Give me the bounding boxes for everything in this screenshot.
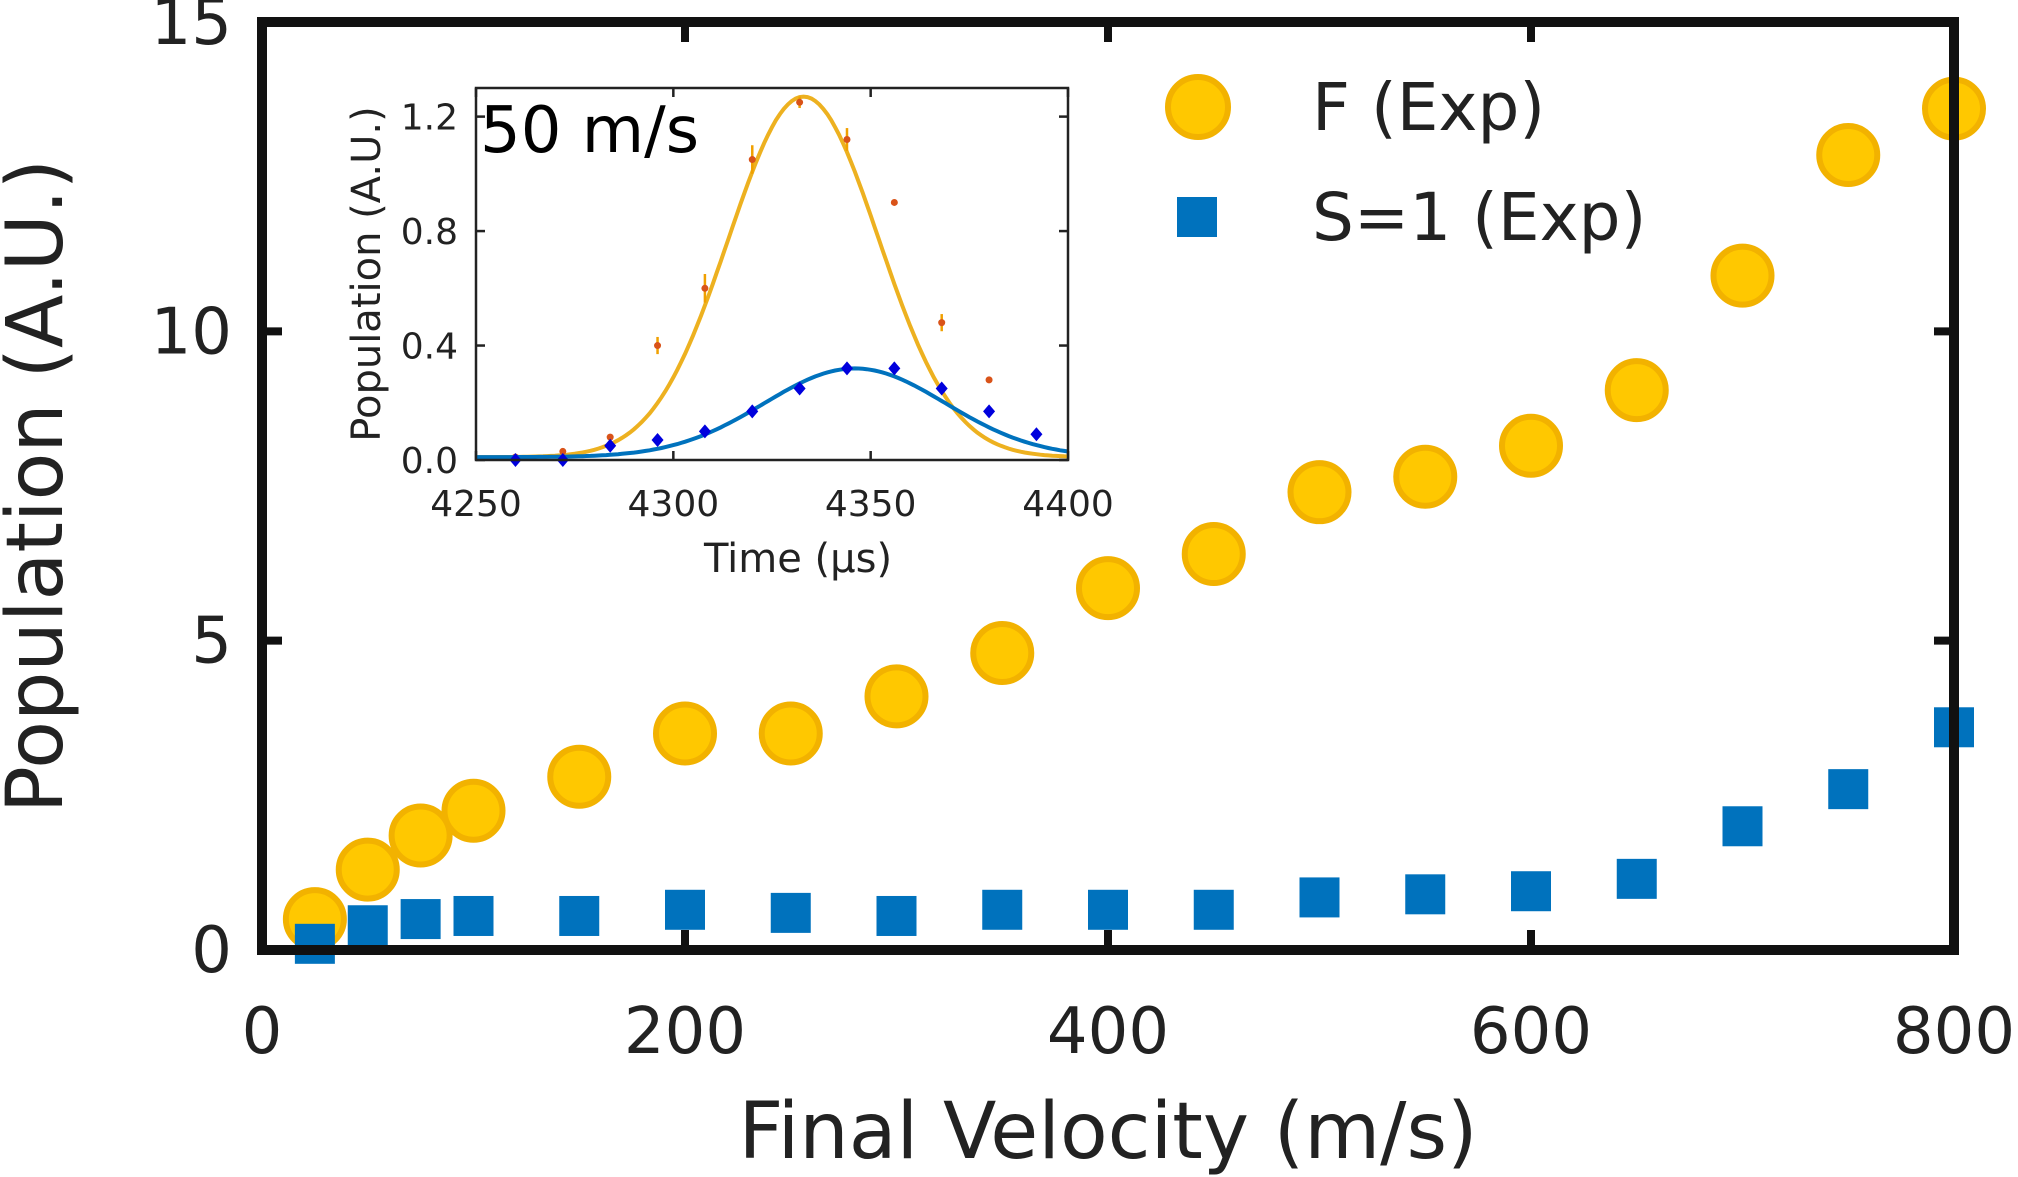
inset-x-tick-label: 4350 <box>825 484 917 525</box>
s1-population-point <box>604 438 617 453</box>
legend-label-f-exp: F (Exp) <box>1312 69 1545 146</box>
s1-exp-point <box>876 895 917 936</box>
f-population-point <box>701 284 709 292</box>
s1-exp-point <box>1299 877 1340 918</box>
legend-marker-s1-exp <box>1177 197 1217 237</box>
legend-label-s1-exp: S=1 (Exp) <box>1312 179 1646 256</box>
s1-exp-point <box>770 892 811 933</box>
f-population-point <box>985 376 993 384</box>
inset-x-tick-label: 4250 <box>430 484 522 525</box>
f-exp-point <box>1287 460 1352 525</box>
s1-population-point <box>935 381 948 396</box>
main-y-axis-label: Population (A.U.) <box>0 159 81 813</box>
main-y-tick-label: 0 <box>191 914 232 988</box>
f-exp-point <box>758 701 823 766</box>
s1-population-point <box>793 381 806 396</box>
s1-exp-point <box>1405 874 1446 915</box>
inset-y-axis-label: Population (A.U.) <box>344 106 390 441</box>
s1-population-point <box>840 361 853 376</box>
f-population-point <box>606 433 614 441</box>
main-x-tick-label: 800 <box>1893 995 2015 1069</box>
f-population-point <box>843 136 851 144</box>
f-exp-point <box>1393 444 1458 509</box>
main-y-tick-label: 15 <box>151 0 232 60</box>
inset-series-layer <box>476 94 1069 467</box>
s1-population-point <box>651 432 664 447</box>
s1-exp-point <box>1511 871 1551 912</box>
f-exp-point <box>1816 123 1881 188</box>
inset-x-axis-label: Time (µs) <box>703 536 892 582</box>
f-exp-point <box>1181 522 1246 587</box>
f-exp-point <box>388 803 453 868</box>
f-population-point <box>938 319 946 327</box>
f-exp-point <box>1499 413 1563 478</box>
s1-exp-point <box>559 895 600 936</box>
f-exp-point <box>653 701 717 766</box>
main-x-tick-label: 0 <box>242 995 283 1069</box>
main-x-tick-label: 200 <box>624 995 746 1069</box>
f-population-fit-curve <box>476 94 1069 460</box>
s1-exp-point <box>1616 858 1657 899</box>
s1-population-point <box>888 361 901 376</box>
s1-exp-point <box>1088 889 1128 930</box>
s1-exp-point <box>294 923 335 964</box>
inset-y-tick-label: 0.8 <box>401 212 458 253</box>
f-exp-point <box>335 837 400 902</box>
s1-exp-point <box>665 889 705 930</box>
inset-y-tick-label: 0.0 <box>401 441 458 482</box>
f-population-point <box>559 447 567 455</box>
inset-x-tick-label: 4400 <box>1022 484 1114 525</box>
s1-population-point <box>983 404 996 419</box>
f-population-point <box>748 156 756 164</box>
main-x-axis-label: Final Velocity (m/s) <box>738 1087 1477 1177</box>
s1-exp-point <box>1828 769 1869 810</box>
s1-population-point <box>746 404 759 419</box>
f-exp-point <box>864 664 929 729</box>
inset-velocity-annotation: 50 m/s <box>480 94 699 168</box>
f-exp-point <box>547 744 612 809</box>
main-x-tick-label: 400 <box>1047 995 1169 1069</box>
f-exp-point <box>441 778 506 843</box>
main-legend: F (Exp) S=1 (Exp) <box>1165 69 1646 256</box>
s1-exp-point <box>400 899 441 940</box>
f-population-point <box>890 198 898 206</box>
legend-marker-f-exp <box>1165 74 1231 140</box>
f-population-point <box>796 98 804 106</box>
inset-x-tick-label: 4300 <box>628 484 720 525</box>
inset-plot-frame <box>474 86 1070 462</box>
s1-population-point <box>698 424 711 439</box>
s1-exp-point <box>1722 806 1763 847</box>
inset-chart: 4250 4300 4350 4400 0.0 0.4 0.8 1.2 50 m/s Time… <box>344 86 1114 582</box>
s1-exp-point <box>347 905 388 946</box>
main-tick-labels: 0 200 400 600 800 0 5 10 15 <box>151 0 2016 1069</box>
f-exp-point <box>970 621 1035 686</box>
main-x-tick-label: 600 <box>1470 995 1592 1069</box>
f-exp-point <box>1076 556 1140 621</box>
f-population-point <box>654 342 662 350</box>
main-y-tick-label: 10 <box>151 295 232 369</box>
f-exp-point <box>1604 358 1669 423</box>
main-plot-frame <box>257 17 1959 955</box>
inset-tick-labels: 4250 4300 4350 4400 0.0 0.4 0.8 1.2 <box>401 98 1114 525</box>
inset-y-tick-label: 1.2 <box>401 98 458 139</box>
s1-exp-point <box>982 889 1023 930</box>
main-series-layer <box>282 76 1986 964</box>
main-y-tick-label: 5 <box>191 605 232 679</box>
s1-population-fit-curve <box>476 366 1069 460</box>
s1-exp-point <box>453 895 494 936</box>
s1-exp-point <box>1193 889 1234 930</box>
s1-population-point <box>1030 427 1043 442</box>
f-exp-point <box>1710 243 1775 308</box>
inset-y-tick-label: 0.4 <box>401 327 458 368</box>
